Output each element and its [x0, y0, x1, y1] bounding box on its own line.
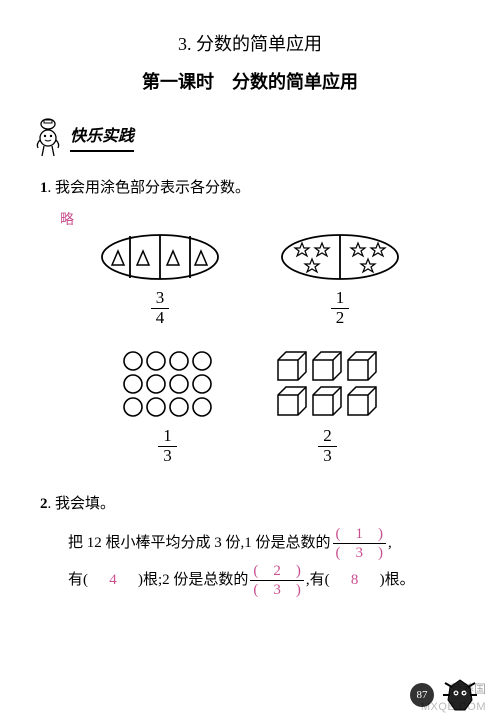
q2-fraction-1: ( 1 )( 3 ) [333, 525, 387, 562]
question-2: 2. 我会填。 [40, 492, 460, 513]
frac-den: 3 [318, 447, 337, 466]
frac-den: 3 [158, 447, 177, 466]
section-header: 快乐实践 [32, 118, 460, 158]
figure-triangles: 3 4 [100, 233, 220, 327]
figures-row-1: 3 4 1 2 [40, 233, 460, 327]
q2-line2c: ,有( [306, 572, 345, 588]
q1-answer-note: 略 [60, 209, 460, 229]
circles-grid-icon [118, 349, 218, 419]
q2-number: 2 [40, 496, 48, 512]
q1-number: 1 [40, 180, 48, 196]
frac-num: 3 [151, 289, 170, 309]
fraction-2-3: 2 3 [318, 427, 337, 465]
frac-num: 2 [318, 427, 337, 447]
watermark-1: 营养国 [450, 680, 486, 697]
cubes-grid-icon [273, 349, 383, 419]
frac-num: 1 [158, 427, 177, 447]
q2-ans2: 8 [345, 562, 365, 598]
frac-den: 2 [331, 309, 350, 328]
title-main: 3. 分数的简单应用 [40, 30, 460, 56]
q2-line2d: )根。 [365, 572, 415, 588]
oval-stars-icon [280, 233, 400, 281]
q2-f2-den: ( 3 ) [250, 581, 304, 599]
q2-line2b: )根;2 份是总数的 [123, 572, 248, 588]
q2-ans1: 4 [103, 562, 123, 598]
question-1: 1. 我会用涂色部分表示各分数。 [40, 176, 460, 197]
q2-line2a: 有( [68, 572, 103, 588]
q2-text: . 我会填。 [48, 496, 116, 512]
figure-cubes: 2 3 [273, 349, 383, 465]
figures-row-2: 1 3 [40, 349, 460, 465]
q2-fraction-2: ( 2 )( 3 ) [250, 562, 304, 599]
q2-line1a: 把 12 根小棒平均分成 3 份,1 份是总数的 [68, 535, 331, 551]
q2-f1-den: ( 3 ) [333, 544, 387, 562]
title-sub: 第一课时 分数的简单应用 [40, 68, 460, 94]
fraction-1-2: 1 2 [331, 289, 350, 327]
figure-stars: 1 2 [280, 233, 400, 327]
q2-f2-num: ( 2 ) [250, 562, 304, 581]
oval-triangles-icon [100, 233, 220, 281]
section-label: 快乐实践 [70, 124, 134, 152]
frac-num: 1 [331, 289, 350, 309]
fraction-1-3: 1 3 [158, 427, 177, 465]
watermark-2: MXQE.COM [421, 701, 486, 713]
figure-circles: 1 3 [118, 349, 218, 465]
q2-body: 把 12 根小棒平均分成 3 份,1 份是总数的( 1 )( 3 ), 有( 4… [68, 525, 460, 599]
q1-text: . 我会用涂色部分表示各分数。 [48, 180, 251, 196]
q2-line1b: , [388, 535, 392, 551]
page-content: 3. 分数的简单应用 第一课时 分数的简单应用 快乐实践 1. 我会用涂色部分表… [0, 0, 500, 619]
q2-f1-num: ( 1 ) [333, 525, 387, 544]
frac-den: 4 [151, 309, 170, 328]
mascot-icon [32, 118, 64, 158]
fraction-3-4: 3 4 [151, 289, 170, 327]
